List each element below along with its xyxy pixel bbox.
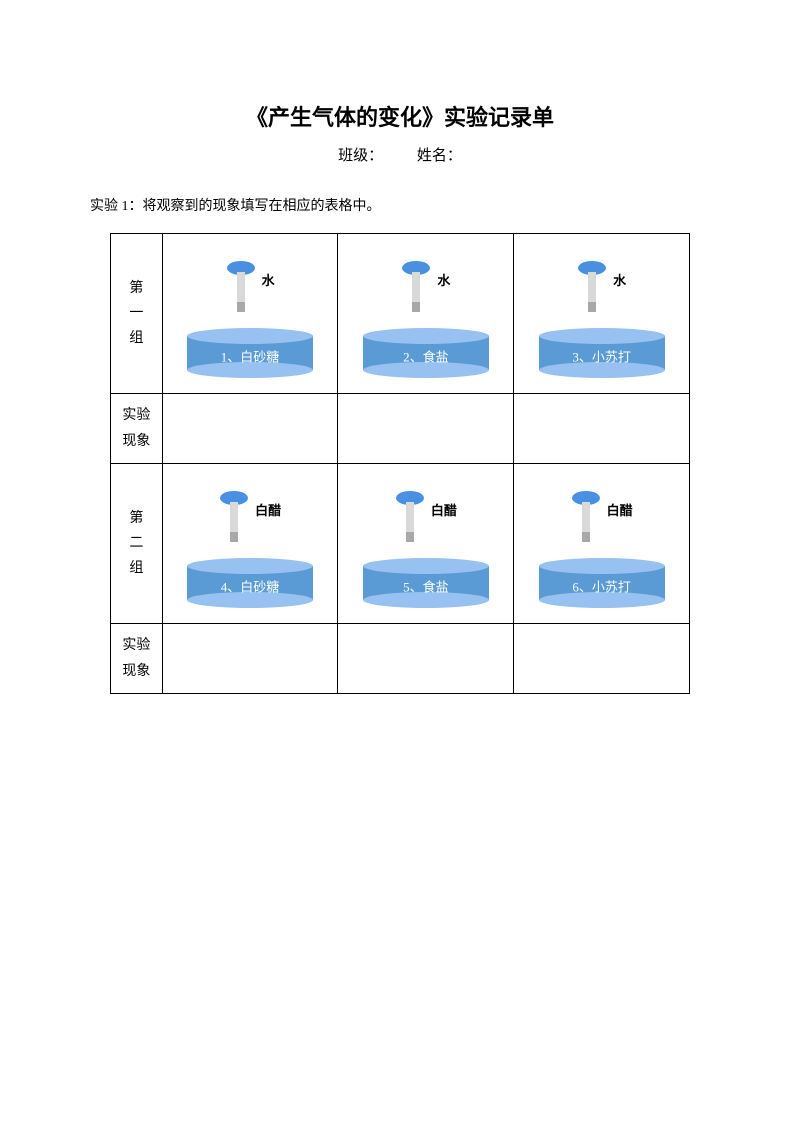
dropper-label: 水 — [262, 270, 275, 289]
observation-cell[interactable] — [162, 394, 338, 464]
dropper-label: 白醋 — [607, 500, 633, 519]
dish-label: 6、小苏打 — [572, 576, 631, 595]
group-1-row: 第一组 水 1、白砂糖 — [111, 234, 690, 394]
group-2-header: 第二组 — [111, 464, 163, 624]
dish-label: 3、小苏打 — [572, 346, 631, 365]
observation-row-2: 实验现象 — [111, 624, 690, 694]
dropper-label: 水 — [613, 270, 626, 289]
observation-row-1: 实验现象 — [111, 394, 690, 464]
experiment-cell-4: 白醋 4、白砂糖 — [162, 464, 338, 624]
dropper-icon — [219, 490, 249, 550]
group-2-row: 第二组 白醋 4、白砂糖 — [111, 464, 690, 624]
dish-label: 5、食盐 — [403, 576, 449, 595]
dish-label: 2、食盐 — [403, 346, 449, 365]
experiment-cell-6: 白醋 6、小苏打 — [514, 464, 690, 624]
dish-label: 1、白砂糖 — [221, 346, 280, 365]
instruction-text: 实验 1：将观察到的现象填写在相应的表格中。 — [90, 195, 710, 215]
experiment-cell-5: 白醋 5、食盐 — [338, 464, 514, 624]
observation-header-2: 实验现象 — [111, 624, 163, 694]
name-label: 姓名： — [417, 144, 462, 165]
experiment-cell-3: 水 3、小苏打 — [514, 234, 690, 394]
experiment-cell-2: 水 2、食盐 — [338, 234, 514, 394]
document-title: 《产生气体的变化》实验记录单 — [90, 100, 710, 132]
experiment-table: 第一组 水 1、白砂糖 — [110, 233, 690, 694]
group-1-header: 第一组 — [111, 234, 163, 394]
dropper-icon — [577, 260, 607, 320]
dropper-icon — [395, 490, 425, 550]
dropper-icon — [226, 260, 256, 320]
observation-cell[interactable] — [514, 394, 690, 464]
observation-cell[interactable] — [338, 624, 514, 694]
dropper-label: 白醋 — [255, 500, 281, 519]
experiment-cell-1: 水 1、白砂糖 — [162, 234, 338, 394]
dropper-icon — [571, 490, 601, 550]
dropper-label: 水 — [437, 270, 450, 289]
dropper-icon — [401, 260, 431, 320]
class-label: 班级： — [338, 144, 383, 165]
observation-cell[interactable] — [338, 394, 514, 464]
observation-cell[interactable] — [162, 624, 338, 694]
dish-label: 4、白砂糖 — [221, 576, 280, 595]
observation-cell[interactable] — [514, 624, 690, 694]
dropper-label: 白醋 — [431, 500, 457, 519]
subtitle-row: 班级： 姓名： — [90, 144, 710, 165]
observation-header-1: 实验现象 — [111, 394, 163, 464]
